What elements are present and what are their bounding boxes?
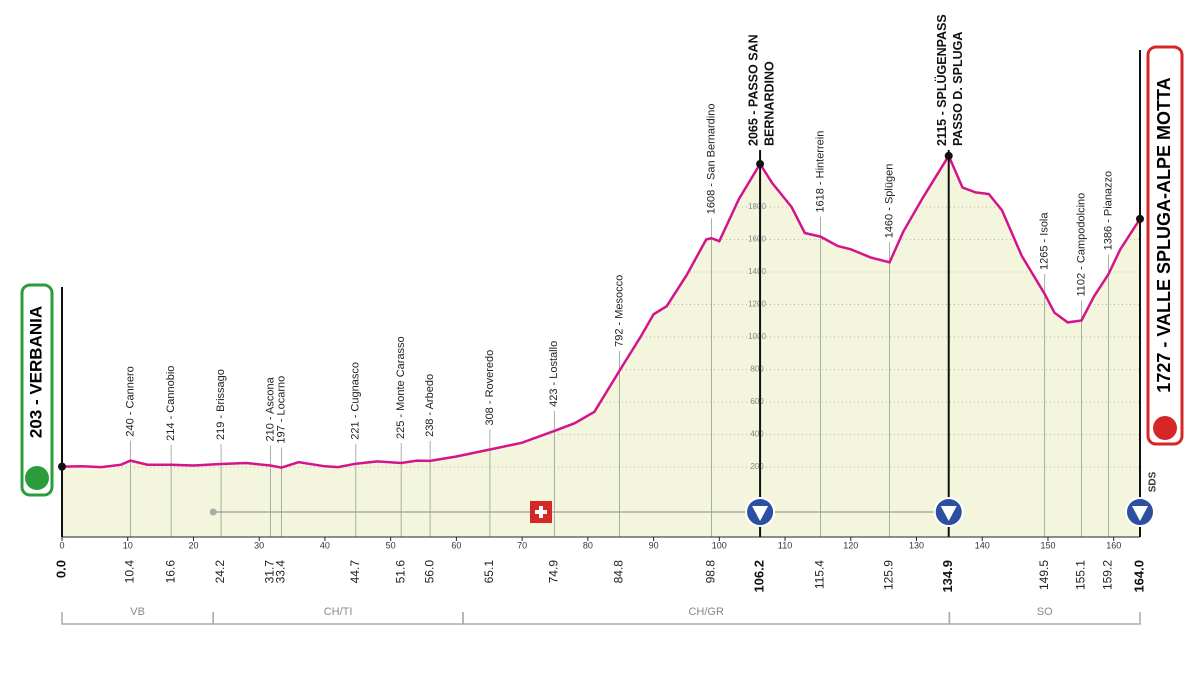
y-tick-label: 1000 (748, 332, 766, 341)
x-tick-label: 150 (1040, 540, 1055, 550)
y-tick-label: 1600 (748, 235, 766, 244)
waypoint-km: 155.1 (1074, 560, 1088, 590)
x-tick-label: 50 (386, 540, 396, 550)
start-km: 0.0 (53, 560, 68, 578)
profile-line (61, 153, 1142, 469)
waypoint-km: 33.4 (274, 560, 288, 584)
climb-label: PASSO D. SPLUGA (951, 32, 965, 146)
waypoint-km: 10.4 (123, 560, 137, 584)
start-box (20, 283, 54, 497)
region-label: SO (1037, 606, 1053, 618)
region-label: CH/GR (688, 606, 724, 618)
waypoint-km: 125.9 (882, 560, 896, 590)
y-tick-label: 800 (750, 365, 764, 374)
x-tick-label: 40 (320, 540, 330, 550)
flag-cross-v (539, 506, 543, 518)
y-tick-label: 200 (750, 462, 764, 471)
y-tick-label: 1800 (748, 202, 766, 211)
x-tick-label: 10 (123, 540, 133, 550)
x-tick-label: 160 (1106, 540, 1121, 550)
waypoint-label: 308 - Roveredo (484, 350, 496, 426)
waypoint-km: 44.7 (348, 560, 362, 584)
x-tick-label: 20 (188, 540, 198, 550)
kom-arrow (1132, 506, 1148, 521)
climb-label: BERNARDINO (762, 61, 776, 146)
climb-label: 2065 - PASSO SAN (746, 34, 760, 146)
x-tick-label: 140 (975, 540, 990, 550)
waypoint-km: 51.6 (393, 560, 407, 584)
waypoint-km: 159.2 (1101, 560, 1115, 590)
start-icon (25, 466, 49, 490)
climb-km: 106.2 (752, 560, 767, 593)
border-dot (209, 508, 217, 516)
climb-label: 2115 - SPLÜGENPASS (934, 14, 949, 146)
finish-km: 164.0 (1131, 560, 1146, 593)
kom-arrow (940, 506, 957, 521)
x-tick-label: 80 (583, 540, 593, 550)
waypoint-label: 225 - Monte Carasso (395, 336, 407, 439)
x-tick-label: 70 (517, 540, 527, 550)
waypoint-label: 210 - Ascona (264, 376, 276, 441)
waypoint-km: 56.0 (422, 560, 436, 584)
waypoint-km: 31.7 (263, 560, 277, 584)
waypoint-km: 115.4 (813, 560, 827, 589)
x-tick-label: 120 (843, 540, 858, 550)
logo: SDS (1148, 471, 1159, 492)
y-tick-label: 1400 (748, 267, 766, 276)
waypoint-label: 792 - Mesocco (613, 275, 625, 347)
start-label: 203 - VERBANIA (26, 306, 45, 438)
waypoint-km: 149.5 (1037, 560, 1051, 590)
region-label: CH/TI (324, 606, 353, 618)
waypoint-label: 219 - Brissago (215, 369, 227, 440)
waypoint-km: 98.8 (704, 560, 718, 584)
waypoint-label: 1386 - Pianazzo (1102, 171, 1114, 251)
waypoint-km: 16.6 (163, 560, 177, 584)
finish-label: 1727 - VALLE SPLUGA-ALPE MOTTA (1154, 77, 1174, 392)
kom-arrow (752, 506, 769, 521)
waypoint-label: 197 - Locarno (275, 376, 287, 444)
region-bracket (948, 612, 1141, 625)
climb-km: 134.9 (940, 560, 955, 593)
waypoint-label: 423 - Lostallo (548, 341, 560, 407)
waypoint-label: 1265 - Isola (1039, 212, 1051, 270)
finish-dot (1136, 214, 1144, 223)
finish-icon (1153, 416, 1177, 440)
waypoint-label: 214 - Cannobio (165, 366, 177, 441)
x-tick-label: 30 (254, 540, 264, 550)
start-dot (58, 462, 66, 471)
waypoint-label: 1608 - San Bernardino (705, 104, 717, 215)
x-tick-label: 90 (649, 540, 659, 550)
profile-area (62, 155, 1140, 538)
x-tick-label: 130 (909, 540, 924, 550)
waypoint-label: 240 - Cannero (124, 366, 136, 436)
y-tick-label: 400 (750, 430, 764, 439)
x-tick-label: 100 (712, 540, 727, 550)
y-tick-label: 1200 (748, 300, 766, 309)
x-tick-label: 60 (451, 540, 461, 550)
waypoint-label: 221 - Cugnasco (350, 362, 362, 440)
waypoint-km: 24.2 (213, 560, 227, 584)
waypoint-km: 65.1 (482, 560, 496, 584)
climb-dot (944, 151, 953, 160)
waypoint-km: 74.9 (547, 560, 561, 584)
climb-dot (756, 159, 765, 168)
waypoint-label: 1618 - Hinterrein (814, 131, 826, 213)
waypoint-km: 84.8 (612, 560, 626, 584)
y-tick-label: 600 (750, 397, 764, 406)
waypoint-label: 1102 - Campodolcino (1075, 193, 1087, 297)
x-tick-label: 110 (778, 540, 792, 550)
waypoint-label: 1460 - Splügen (883, 164, 895, 239)
finish-box (1146, 45, 1184, 446)
region-label: VB (130, 606, 145, 618)
waypoint-label: 238 - Arbedo (424, 374, 436, 437)
x-tick-label: 0 (59, 540, 64, 550)
